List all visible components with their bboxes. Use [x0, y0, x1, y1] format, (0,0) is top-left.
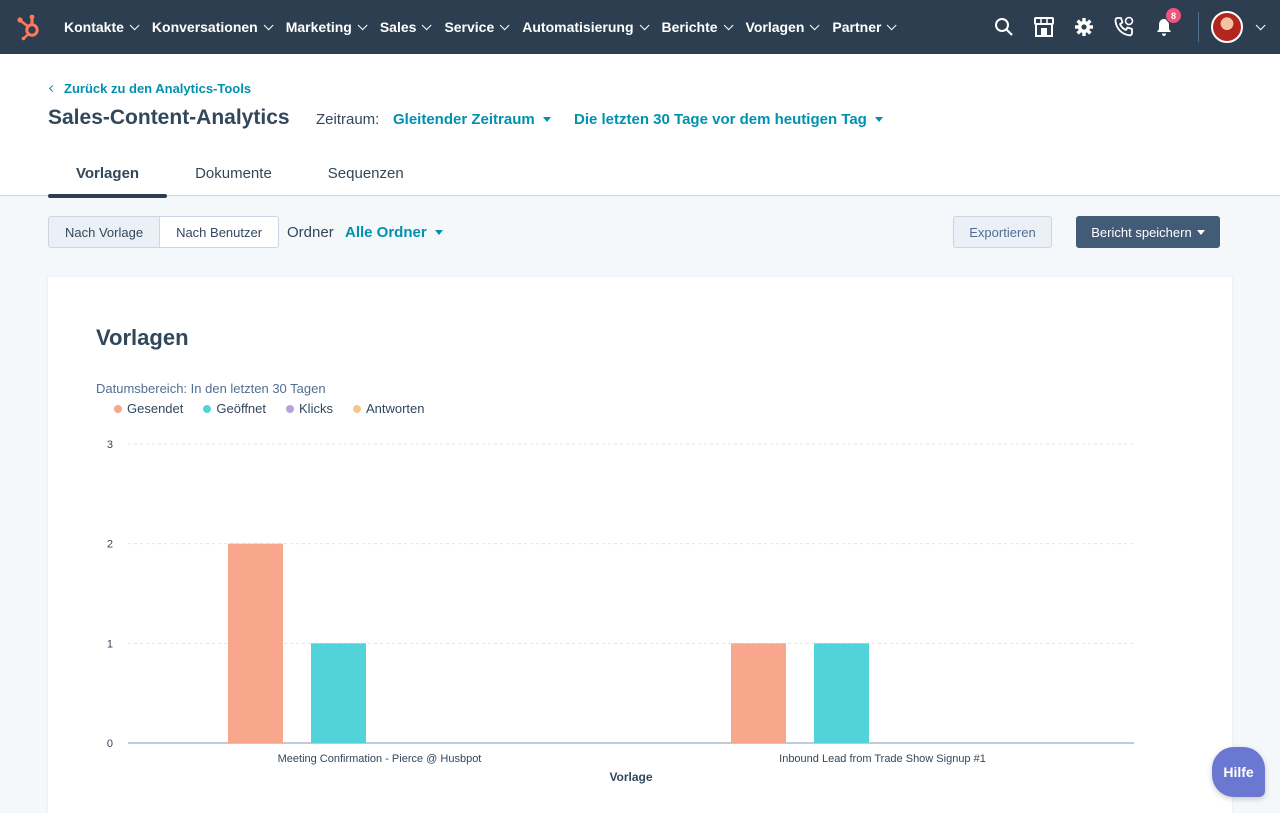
notifications-icon[interactable]: 8	[1152, 7, 1182, 39]
nav-item-sales[interactable]: Sales	[372, 19, 437, 35]
nav-item-service[interactable]: Service	[436, 19, 514, 35]
calling-icon[interactable]	[1112, 15, 1136, 39]
tab-bar: Vorlagen Dokumente Sequenzen	[48, 150, 432, 198]
search-icon[interactable]	[992, 15, 1016, 39]
marketplace-icon[interactable]	[1032, 15, 1056, 39]
chevron-down-icon[interactable]	[1255, 19, 1266, 30]
zeitraum-label: Zeitraum:	[316, 111, 380, 128]
legend-item[interactable]: Gesendet	[114, 401, 183, 416]
user-avatar[interactable]	[1211, 11, 1243, 43]
zeitraum-dropdown[interactable]: Gleitender Zeitraum	[393, 111, 551, 128]
help-button[interactable]: Hilfe	[1212, 747, 1265, 797]
date-range-dropdown[interactable]: Die letzten 30 Tage vor dem heutigen Tag	[574, 111, 883, 128]
nav-item-label: Kontakte	[64, 19, 124, 35]
nav-item-label: Vorlagen	[745, 19, 805, 35]
zeitraum-dropdown-label: Gleitender Zeitraum	[393, 111, 535, 128]
tab-dokumente[interactable]: Dokumente	[195, 164, 272, 182]
nav-item-vorlagen[interactable]: Vorlagen	[738, 19, 825, 35]
main-menu: Kontakte Konversationen Marketing Sales Serv…	[56, 19, 901, 35]
legend-item[interactable]: Klicks	[286, 401, 333, 416]
by-template-button[interactable]: Nach Vorlage	[49, 217, 161, 247]
by-user-button[interactable]: Nach Benutzer	[176, 224, 263, 240]
caret-down-icon	[434, 230, 443, 235]
chevron-left-icon	[48, 84, 57, 93]
legend-dot-icon	[352, 404, 361, 413]
nav-utilities: 8	[984, 0, 1280, 54]
legend-label: Klicks	[299, 401, 333, 416]
bar-geöffnet[interactable]	[814, 643, 869, 743]
chart-legend: Gesendet Geöffnet Klicks Antworten	[114, 401, 445, 416]
hubspot-logo-icon[interactable]	[14, 12, 44, 42]
legend-item[interactable]: Antworten	[352, 401, 425, 416]
ordner-label: Ordner	[287, 224, 334, 241]
nav-item-label: Partner	[832, 19, 882, 35]
y-tick-label: 0	[107, 738, 113, 750]
page-header: Zurück zu den Analytics-Tools Sales-Cont…	[0, 54, 1280, 198]
notification-count-badge: 8	[1165, 7, 1182, 24]
date-range-text: Datumsbereich: In den letzten 30 Tagen	[96, 381, 326, 396]
back-link-label: Zurück zu den Analytics-Tools	[64, 81, 252, 96]
nav-item-berichte[interactable]: Berichte	[654, 19, 738, 35]
x-tick-label: Inbound Lead from Trade Show Signup #1	[779, 753, 986, 765]
top-navigation: Kontakte Konversationen Marketing Sales Serv…	[0, 0, 1280, 54]
bar-geöffnet[interactable]	[311, 643, 366, 743]
y-tick-label: 3	[107, 439, 113, 451]
nav-divider	[1198, 12, 1199, 42]
nav-item-label: Marketing	[285, 19, 352, 35]
y-tick-label: 1	[107, 638, 113, 650]
caret-down-icon	[1196, 229, 1205, 235]
export-button[interactable]: Exportieren	[953, 216, 1052, 248]
chevron-down-icon	[357, 19, 368, 30]
legend-label: Geöffnet	[216, 401, 267, 416]
legend-dot-icon	[286, 404, 295, 413]
nav-item-label: Berichte	[661, 19, 718, 35]
tab-vorlagen[interactable]: Vorlagen	[48, 150, 168, 198]
chevron-down-icon	[422, 19, 433, 30]
save-report-label: Bericht speichern	[1091, 224, 1192, 240]
y-tick-label: 2	[107, 539, 113, 551]
chevron-down-icon	[723, 19, 734, 30]
legend-label: Antworten	[365, 401, 425, 416]
nav-item-partner[interactable]: Partner	[824, 19, 901, 35]
chevron-down-icon	[263, 19, 274, 30]
nav-item-konversationen[interactable]: Konversationen	[144, 19, 278, 35]
date-range-dropdown-label: Die letzten 30 Tage vor dem heutigen Tag	[574, 111, 867, 128]
chevron-down-icon	[810, 19, 820, 30]
view-toggle: Nach Vorlage Nach Benutzer	[48, 216, 280, 248]
nav-item-label: Konversationen	[151, 19, 258, 35]
ordner-dropdown[interactable]: Alle Ordner	[345, 224, 443, 241]
save-report-button[interactable]: Bericht speichern	[1076, 216, 1220, 248]
card-title: Vorlagen	[96, 325, 189, 350]
bar-gesendet[interactable]	[731, 643, 786, 743]
chevron-down-icon	[639, 19, 650, 30]
chevron-down-icon	[499, 19, 510, 30]
nav-item-label: Automatisierung	[522, 19, 634, 35]
nav-item-kontakte[interactable]: Kontakte	[56, 19, 144, 35]
x-tick-label: Meeting Confirmation - Pierce @ Husbpot	[278, 753, 482, 765]
bar-gesendet[interactable]	[228, 543, 283, 743]
nav-item-marketing[interactable]: Marketing	[278, 19, 372, 35]
chevron-down-icon	[129, 19, 140, 30]
caret-down-icon	[542, 117, 551, 122]
nav-item-automatisierung[interactable]: Automatisierung	[514, 19, 653, 35]
x-axis-title: Vorlage	[609, 770, 652, 784]
ordner-dropdown-label: Alle Ordner	[345, 224, 427, 241]
legend-label: Gesendet	[127, 401, 184, 416]
settings-icon[interactable]	[1072, 15, 1096, 39]
legend-dot-icon	[114, 404, 122, 413]
tab-sequenzen[interactable]: Sequenzen	[327, 164, 404, 182]
chevron-down-icon	[887, 19, 898, 30]
report-card: Vorlagen Datumsbereich: In den letzten 3…	[48, 277, 1232, 813]
nav-item-label: Service	[444, 19, 495, 35]
back-to-analytics-link[interactable]: Zurück zu den Analytics-Tools	[48, 81, 252, 96]
nav-item-label: Sales	[379, 19, 417, 35]
bar-chart: 0 1 2 3 Meeting Confirmation - Pierce @ Husb…	[107, 439, 1134, 784]
legend-dot-icon	[203, 404, 212, 413]
page-title: Sales-Content-Analytics	[48, 106, 290, 129]
legend-item[interactable]: Geöffnet	[203, 401, 266, 416]
caret-down-icon	[874, 117, 883, 122]
